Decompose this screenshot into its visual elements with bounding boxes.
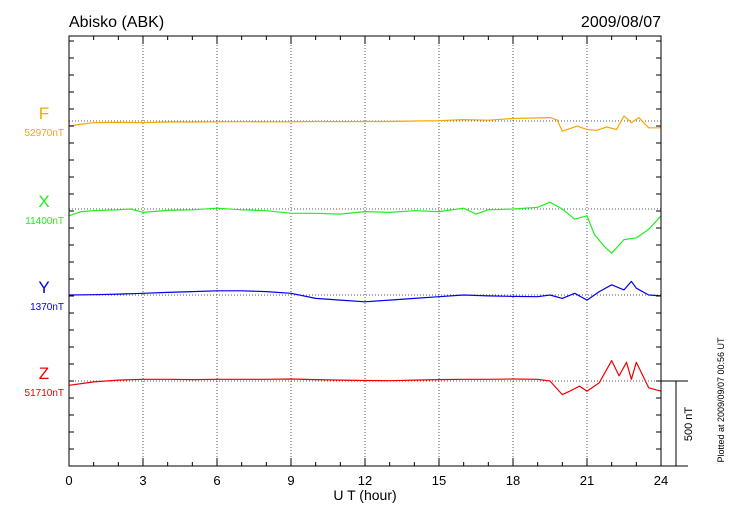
series-f-line [68,115,661,132]
x-tick-label: 12 [358,473,372,488]
scale-bar: 500 nT [661,380,695,467]
series-lines [68,115,662,396]
series-x-line [68,201,662,254]
series-z-name: Z [39,364,49,383]
series-z-line [68,360,662,396]
grid-lines [142,36,588,466]
series-y-line [68,280,662,303]
series-x-baseline: 11400nT [25,216,64,227]
x-tick-label: 18 [506,473,520,488]
x-axis-ticks: 0 3 6 9 12 15 18 21 24 [65,36,668,488]
x-tick-label: 9 [287,473,294,488]
x-tick-label: 3 [139,473,146,488]
series-x-name: X [38,192,49,211]
x-tick-label: 21 [580,473,594,488]
x-tick-label: 0 [65,473,72,488]
series-f-name: F [39,104,49,123]
station-title: Abisko (ABK) [69,14,164,31]
scale-bar-label: 500 nT [683,407,695,442]
series-f-baseline: 52970nT [25,128,64,139]
plotted-timestamp: Plotted at 2009/09/07 00:56 UT [716,337,726,463]
plot-frame [68,35,662,467]
x-tick-label: 24 [654,473,668,488]
x-tick-label: 15 [432,473,446,488]
plot-date: 2009/08/07 [581,14,661,31]
series-y-name: Y [38,278,49,297]
x-tick-label: 6 [213,473,220,488]
series-labels: F 52970nT X 11400nT Y 1370nT Z 51710nT [25,104,64,399]
series-y-baseline: 1370nT [30,302,64,313]
x-axis-label: U T (hour) [333,487,396,503]
series-z-baseline: 51710nT [25,388,64,399]
y-minor-ticks [69,40,661,467]
